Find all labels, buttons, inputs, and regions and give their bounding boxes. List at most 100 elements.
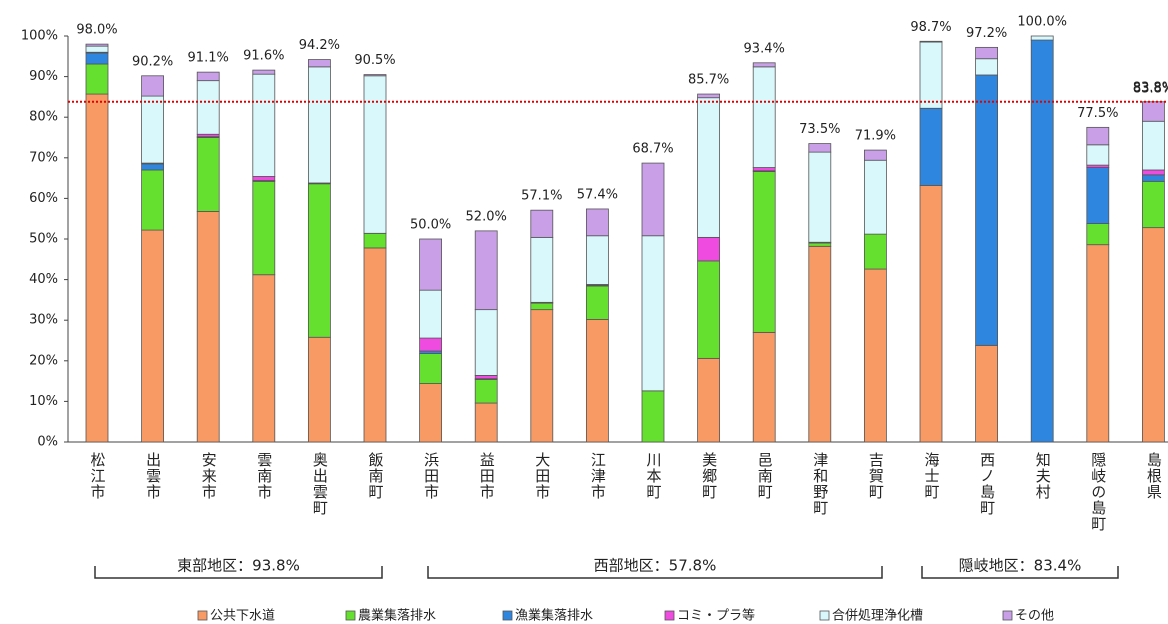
y-tick-label: 20% [29,353,58,368]
group-label: 隠岐地区：83.4% [959,557,1082,575]
x-tick-label: 隠岐の島町 [1089,452,1107,532]
bar-segment [196,137,220,212]
total-label: 90.5% [354,53,395,68]
bar-segment [919,185,943,443]
group-label: 東部地区：93.8% [177,557,300,575]
bar-segment [752,331,776,443]
bar-segment [419,289,443,339]
bar-segment [808,143,832,153]
bar-segment [196,71,220,82]
total-label: 98.7% [910,20,951,35]
total-label: 73.5% [799,122,840,137]
x-tick-label: 江津市 [589,452,607,500]
total-label: 97.2% [966,26,1007,41]
bar-segment [141,229,165,443]
bar-segment [85,63,109,95]
x-tick-label: 島根県 [1145,452,1163,500]
total-label: 100.0% [1017,15,1067,30]
total-label: 68.7% [632,142,673,157]
x-tick-label: 吉賀町 [867,452,885,500]
bar-segment [586,235,609,285]
x-tick-label: 飯南町 [367,452,385,500]
bar-segment [1086,167,1110,224]
legend-label: 公共下水道 [210,609,275,624]
bar-segment [864,268,887,443]
x-tick-label: 西ノ島町 [978,452,996,516]
bar-segment [474,309,498,376]
y-tick-label: 100% [21,29,58,44]
legend-label: その他 [1015,609,1054,624]
bar-segment [1142,227,1165,443]
bar-segment [363,232,387,249]
legend-swatch [502,610,513,621]
bar-segment [919,40,943,43]
bar-segment [474,402,498,443]
y-tick-label: 10% [29,394,58,409]
total-label: 77.5% [1077,106,1118,121]
bar-segment [697,97,720,238]
x-tick-label: 邑南町 [756,452,774,500]
bar-segment [85,93,109,443]
bar-segment [864,149,887,161]
bar-segment [419,238,443,291]
group-bracket [427,566,883,579]
bar-segment [307,336,331,443]
total-label: 52.0% [466,209,507,224]
bar-segment [1142,101,1165,122]
bar-segment [85,45,109,53]
bar-segment [697,93,720,99]
bar-segment [1142,180,1165,229]
bar-segment [252,274,276,443]
bar-segment [1086,223,1110,246]
bar-segment [363,74,387,77]
bar-segment [307,59,331,68]
bar-segment [1142,174,1165,182]
bar-segment [864,159,887,235]
bar-segment [1142,169,1165,176]
y-tick-label: 60% [29,191,58,206]
group-label: 隠岐地区：83.4% [959,557,1082,575]
bar-segment [252,176,276,181]
bar-segment [975,46,998,60]
bar-segment [141,163,165,171]
bar-segment [586,318,609,443]
bar-segment [1142,120,1165,171]
legend-swatch [345,610,356,621]
x-tick-label: 雲南市 [255,452,273,500]
legend-label: 合併処理浄化槽 [832,609,923,624]
bar-segment [1086,126,1110,146]
total-label: 57.1% [521,189,562,204]
bar-segment [919,41,943,109]
total-label: 98.0% [76,23,117,38]
bar-segment [252,180,276,276]
total-label: 93.4% [744,41,785,56]
bar-segment [85,52,109,65]
x-tick-label: 安来市 [200,452,218,500]
y-tick-label: 0% [37,435,58,450]
bar-segment [474,379,498,404]
bar-segment [419,353,443,384]
bar-segment [85,43,109,47]
bar-segment [474,375,498,380]
bar-segment [641,235,665,392]
total-label: 57.4% [577,187,618,202]
bar-segment [530,309,554,443]
bar-segment [752,167,776,172]
bar-segment [530,209,554,238]
bar-segment [419,337,443,352]
group-bracket [94,566,383,579]
y-tick-label: 90% [29,69,58,84]
y-tick-label: 30% [29,313,58,328]
x-tick-label: 津和野町 [811,452,829,516]
legend-label: コミ・プラ等 [677,608,755,624]
total-label: 91.1% [188,51,229,66]
total-label: 71.9% [855,129,896,144]
bar-segment [752,62,776,68]
bar-segment [141,95,165,164]
bar-segment [363,247,387,443]
x-tick-label: 美郷町 [700,452,718,500]
total-label: 85.7% [688,73,729,88]
bar-segment [975,74,998,346]
y-tick-label: 50% [29,232,58,247]
legend-swatch [1002,610,1013,621]
